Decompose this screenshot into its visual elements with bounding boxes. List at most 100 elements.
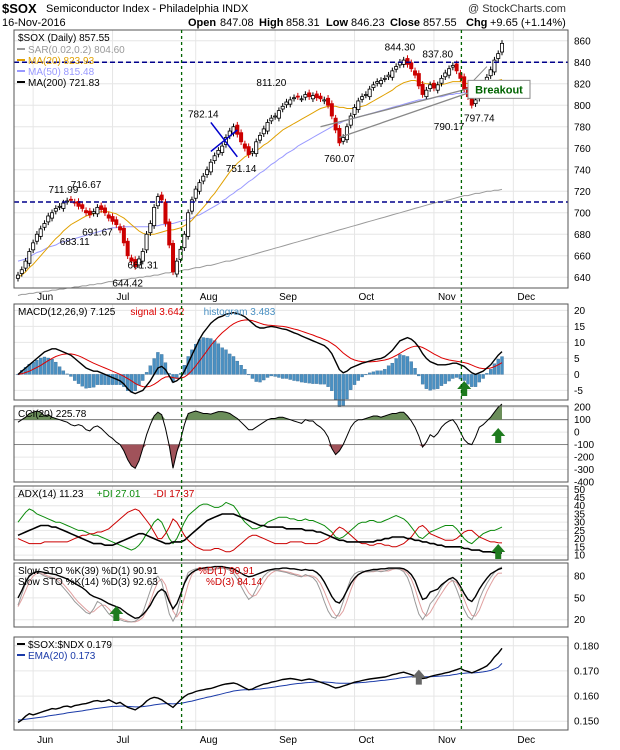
price-tick-label: 840 bbox=[574, 58, 591, 69]
sto-tick-label: 80 bbox=[574, 572, 586, 583]
candle-body bbox=[273, 115, 278, 118]
macd-histogram-bar bbox=[228, 353, 232, 375]
candle-body bbox=[201, 175, 206, 182]
candle-body bbox=[148, 223, 153, 234]
candle-body bbox=[91, 211, 96, 214]
cci-tick-label: -200 bbox=[574, 453, 594, 464]
candle-body bbox=[443, 72, 448, 78]
macd-histogram-bar bbox=[254, 374, 258, 382]
macd-histogram-bar bbox=[126, 374, 130, 391]
macd-histogram-bar bbox=[284, 374, 289, 379]
candle-body bbox=[348, 115, 353, 126]
candle-body bbox=[61, 202, 66, 209]
price-annotation: 644.42 bbox=[112, 278, 143, 289]
price-annotation: 790.17 bbox=[434, 122, 465, 133]
macd-histogram-bar bbox=[99, 374, 103, 385]
macd-histogram-bar bbox=[333, 374, 338, 400]
macd-histogram-bar bbox=[390, 362, 394, 375]
price-tick-label: 640 bbox=[574, 273, 591, 284]
ratio-tick-label: 0.170 bbox=[574, 666, 599, 677]
candle-body bbox=[57, 205, 62, 208]
macd-histogram-bar bbox=[250, 374, 255, 379]
macd-histogram-bar bbox=[54, 361, 58, 375]
macd-histogram-bar bbox=[466, 374, 470, 385]
candle-body bbox=[118, 226, 123, 231]
macd-histogram-bar bbox=[428, 374, 432, 391]
candle-body bbox=[492, 59, 497, 73]
plot-layer bbox=[14, 40, 568, 724]
macd-histogram-bar bbox=[303, 374, 308, 383]
candle-body bbox=[87, 210, 92, 216]
macd-tick-label: 0 bbox=[574, 370, 580, 381]
candle-body bbox=[363, 94, 368, 96]
candle-body bbox=[220, 145, 225, 153]
ratio-panel-frame bbox=[13, 636, 569, 731]
adx-tick-label: 40 bbox=[574, 501, 586, 512]
macd-histogram-bar bbox=[352, 374, 357, 385]
price-x-label: Sep bbox=[279, 292, 297, 303]
candle-body bbox=[265, 122, 270, 132]
cci-tick-label: -400 bbox=[574, 478, 594, 489]
macd-tick-label: 5 bbox=[574, 354, 580, 365]
candle-body bbox=[171, 242, 176, 273]
price-legend-entry: SAR(0.02,0.2) 804.60 bbox=[28, 45, 125, 56]
candle-body bbox=[208, 161, 213, 173]
candle-body bbox=[197, 182, 202, 192]
macd-histogram-bar bbox=[235, 360, 239, 375]
candle-body bbox=[382, 77, 387, 80]
macd-tick-label: 10 bbox=[574, 338, 586, 349]
price-annotation: 711.99 bbox=[48, 185, 78, 196]
macd-signal-line bbox=[17, 319, 503, 388]
ratio-x-label: Sep bbox=[279, 735, 297, 746]
candle-body bbox=[19, 269, 24, 274]
candle-body bbox=[189, 199, 194, 212]
candle-body bbox=[280, 105, 285, 110]
chg-label: Chg bbox=[466, 17, 488, 29]
chg-value: +9.65 (+1.14%) bbox=[490, 17, 566, 29]
macd-histogram-bar bbox=[88, 374, 92, 388]
macd-histogram-bar bbox=[42, 356, 47, 375]
macd-histogram-bar bbox=[458, 374, 463, 380]
macd-histogram-bar bbox=[122, 374, 126, 387]
ratio-x-label: Dec bbox=[517, 735, 535, 746]
price-tick-label: 680 bbox=[574, 230, 591, 241]
macd-line bbox=[17, 311, 503, 395]
macd-histogram-bar bbox=[73, 374, 77, 381]
price-annotation: 837.80 bbox=[422, 50, 453, 61]
candle-body bbox=[310, 95, 315, 100]
candle-body bbox=[80, 204, 85, 209]
macd-histogram-bar bbox=[220, 347, 224, 375]
price-tick-label: 780 bbox=[574, 122, 591, 133]
macd-histogram-bar bbox=[209, 338, 213, 375]
candle-body bbox=[205, 169, 210, 175]
macd-histogram-bar bbox=[364, 374, 368, 376]
macd-histogram-bar bbox=[383, 369, 387, 375]
support-trendline bbox=[320, 85, 480, 128]
candle-body bbox=[159, 194, 164, 201]
adx-tick-label: 30 bbox=[574, 518, 586, 529]
candle-body bbox=[439, 77, 444, 84]
candle-body bbox=[50, 212, 55, 219]
macd-histogram-bar bbox=[451, 374, 455, 379]
candle-body bbox=[46, 215, 51, 223]
price-tick-label: 740 bbox=[574, 165, 591, 176]
candle-body bbox=[329, 103, 334, 117]
price-annotation: 683.11 bbox=[60, 237, 90, 248]
macd-histogram-bar bbox=[258, 374, 262, 383]
candle-body bbox=[242, 143, 247, 149]
candle-body bbox=[140, 251, 145, 262]
price-tick-label: 700 bbox=[574, 208, 591, 219]
candle-body bbox=[106, 214, 111, 219]
macd-histogram-bar bbox=[281, 374, 285, 379]
candle-body bbox=[371, 84, 376, 88]
sto14-d-line bbox=[17, 567, 503, 623]
macd-histogram-bar bbox=[80, 374, 84, 387]
candle-body bbox=[121, 227, 126, 244]
macd-histogram-bar bbox=[76, 374, 81, 384]
candle-body bbox=[292, 97, 297, 100]
cci-tick-label: 0 bbox=[574, 428, 580, 439]
macd-histogram-bar bbox=[349, 374, 353, 390]
adx-legend-entry: +DI 27.01 bbox=[97, 489, 141, 500]
candle-body bbox=[34, 233, 39, 242]
ratio-tick-label: 0.160 bbox=[574, 692, 599, 703]
